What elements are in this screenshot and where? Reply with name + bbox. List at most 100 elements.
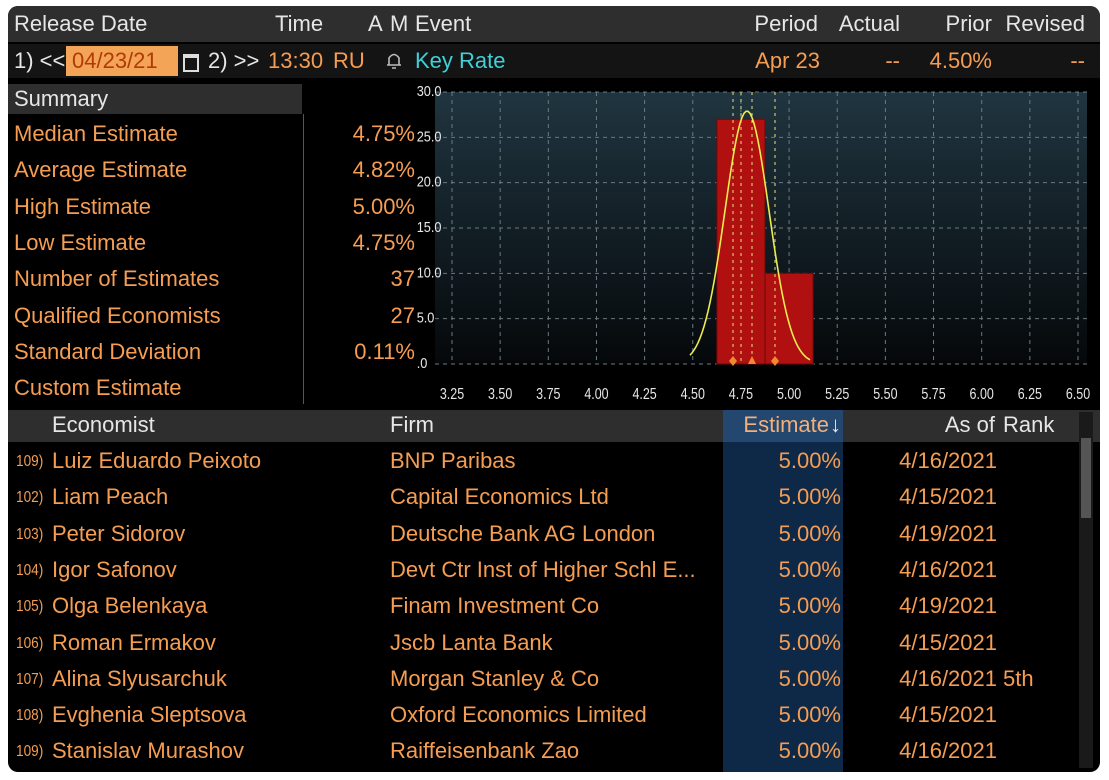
estimate: 5.00% (778, 484, 841, 510)
scroll-thumb[interactable] (1081, 438, 1091, 518)
estimate: 5.00% (778, 702, 841, 728)
x-tick-label: 4.00 (584, 386, 608, 404)
economist: Peter Sidorov (52, 520, 186, 546)
firm: Deutsche Bank AG London (390, 520, 656, 546)
estimate: 5.00% (778, 629, 841, 655)
x-tick-label: 3.75 (536, 386, 560, 404)
economist: Roman Ermakov (52, 629, 216, 655)
alert-icon[interactable] (386, 50, 402, 72)
summary-label: Standard Deviation (14, 338, 202, 364)
x-tick-label: 5.00 (777, 386, 801, 404)
rank: 5th (1003, 665, 1034, 691)
as-of-date: 4/15/2021 (899, 702, 997, 728)
as-of-date: 4/19/2021 (899, 593, 997, 619)
summary-header (8, 84, 302, 114)
firm: Finam Investment Co (390, 593, 600, 619)
header-bar (8, 6, 1100, 42)
column-header: Period (754, 11, 818, 36)
as-of-date: 4/16/2021 (899, 665, 997, 691)
event-row (8, 44, 1100, 78)
firm: BNP Paribas (390, 448, 516, 473)
x-tick-label: 5.50 (873, 386, 897, 404)
row-number: 106) (16, 634, 44, 652)
column-header: M (390, 11, 409, 36)
firm: Jscb Lanta Bank (390, 629, 553, 655)
firm: Devt Ctr Inst of Higher Schl E... (390, 556, 696, 582)
summary-value: 37 (390, 266, 415, 292)
marker (748, 356, 756, 364)
firm: Capital Economics Ltd (390, 484, 609, 510)
y-tick-label: 30.0 (417, 84, 442, 99)
marker (729, 356, 737, 366)
summary-value: 4.75% (352, 121, 415, 146)
summary-label: Qualified Economists (14, 302, 221, 328)
event: Key Rate (415, 48, 506, 73)
firm: Oxford Economics Limited (390, 702, 647, 728)
nav-prev: 1) << (14, 48, 66, 73)
y-tick-label: 5.0 (417, 309, 435, 326)
row-number: 109) (16, 743, 44, 761)
column-header: A (368, 11, 383, 36)
column-header: Actual (838, 11, 900, 36)
row-number: 104) (16, 561, 44, 579)
period: Apr 23 (755, 48, 820, 73)
y-tick-label: 15.0 (417, 218, 442, 235)
x-tick-label: 3.50 (488, 386, 512, 404)
summary-label: Custom Estimate (14, 375, 182, 401)
histogram-chart: .0 5.0 10.0 15.0 20.0 25.0 30.0 3.25 3.50 3.75 4.0… (417, 84, 1090, 404)
as-of-date: 4/16/2021 (899, 738, 997, 764)
row-number: 105) (16, 598, 44, 616)
histogram-bar (764, 272, 814, 365)
as-of-date: 4/16/2021 (899, 556, 997, 582)
column-header: Firm (390, 412, 434, 437)
table-header (8, 410, 1100, 442)
summary-label: High Estimate (14, 193, 151, 219)
actual: -- (885, 48, 900, 73)
x-tick-label: 6.50 (1066, 386, 1090, 404)
sort-arrow[interactable]: ↓ (830, 412, 841, 437)
column-header: Estimate (743, 412, 829, 437)
summary-label: Average Estimate (14, 157, 188, 183)
calendar-icon[interactable] (183, 54, 199, 72)
x-tick-label: 6.00 (970, 386, 994, 404)
x-tick-label: 6.25 (1018, 386, 1042, 404)
date-field[interactable] (66, 46, 178, 76)
column-header: Prior (945, 11, 992, 36)
summary-label: Median Estimate (14, 121, 178, 146)
x-tick-label: 4.50 (681, 386, 705, 404)
column-header: Event (415, 11, 472, 36)
prior: 4.50% (929, 48, 992, 73)
x-tick-label: 3.25 (440, 386, 464, 404)
estimate: 5.00% (778, 448, 841, 473)
summary-label: Number of Estimates (14, 266, 220, 292)
summary-title: Summary (14, 86, 109, 111)
summary-value: 4.82% (352, 157, 415, 183)
y-tick-label: 20.0 (417, 173, 442, 190)
row-number: 109) (16, 453, 44, 470)
sorted-header[interactable] (723, 410, 843, 442)
summary-value: 5.00% (352, 193, 415, 219)
column-header: Release Date (14, 11, 148, 36)
nav-next: 2) >> (208, 48, 260, 73)
estimate: 5.00% (778, 520, 841, 546)
economist: Stanislav Murashov (52, 738, 244, 764)
marker (771, 356, 779, 366)
as-of-date: 4/19/2021 (899, 520, 997, 546)
x-tick-label: 4.75 (729, 386, 753, 404)
revised: -- (1070, 48, 1085, 73)
terminal-screen: .0 5.0 10.0 15.0 20.0 25.0 30.0 3.25 3.50 3.75 4.0… (8, 6, 1100, 772)
summary-value: 0.11% (354, 338, 415, 364)
economist: Olga Belenkaya (52, 593, 208, 619)
economist: Luiz Eduardo Peixoto (52, 448, 262, 473)
summary-value: 27 (390, 302, 415, 328)
column-header: Economist (52, 412, 155, 437)
economist: Alina Slyusarchuk (52, 665, 227, 691)
firm: Morgan Stanley & Co (390, 665, 600, 691)
summary-label: Low Estimate (14, 229, 147, 255)
summary-value: 4.75% (352, 229, 415, 255)
estimate: 5.00% (778, 665, 841, 691)
economist: Evghenia Sleptsova (52, 702, 247, 728)
row-number: 102) (16, 489, 44, 507)
divider (303, 114, 304, 404)
as-of-date: 4/15/2021 (899, 484, 997, 510)
